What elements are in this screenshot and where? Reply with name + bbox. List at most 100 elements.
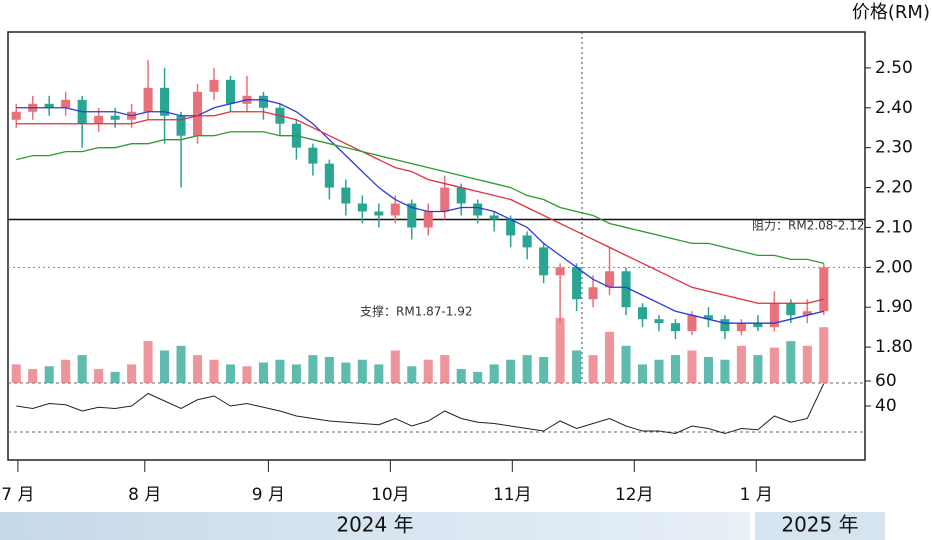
candle-body	[753, 323, 763, 328]
volume-bar	[110, 371, 120, 383]
volume-bar	[324, 356, 334, 383]
candle-body	[605, 271, 615, 288]
candle-body	[357, 203, 367, 212]
volume-bar	[94, 369, 104, 383]
volume-bar	[176, 345, 186, 383]
y-tick-label: 2.10	[875, 217, 913, 237]
candle-body	[44, 103, 54, 108]
volume-bar	[258, 362, 268, 383]
candle-body	[209, 79, 219, 92]
y-tick-label: 2.50	[875, 58, 913, 78]
volume-bar	[670, 355, 681, 383]
volume-bar	[341, 362, 351, 383]
candle-body	[572, 267, 582, 300]
y-tick-label: 2.00	[875, 257, 913, 277]
candle-body	[769, 303, 779, 328]
candle-body	[440, 187, 450, 212]
candle-body	[143, 87, 153, 112]
volume-bar	[160, 350, 170, 383]
volume-bar	[736, 345, 746, 383]
volume-bar	[473, 371, 483, 383]
volume-bar	[275, 359, 285, 383]
candle-body	[324, 163, 334, 188]
candle-body	[341, 187, 351, 204]
candle-body	[160, 87, 170, 116]
x-tick-label: 7 月	[1, 485, 34, 505]
volume-bar	[654, 359, 664, 383]
rsi-tick-label: 40	[875, 396, 897, 416]
volume-bar	[44, 366, 54, 383]
moving-average	[16, 131, 824, 264]
volume-bar	[291, 364, 301, 383]
x-tick-label: 10月	[371, 485, 410, 505]
rsi-line	[16, 383, 825, 435]
volume-bar	[605, 331, 615, 383]
volume-bar	[225, 364, 236, 383]
volume-bar	[61, 359, 71, 383]
volume-bar	[127, 364, 137, 383]
candle-body	[489, 215, 499, 220]
volume-bar	[374, 364, 384, 383]
candle-body	[637, 307, 648, 320]
volume-bar	[357, 359, 367, 383]
candle-body	[522, 235, 532, 248]
candle-body	[258, 95, 268, 108]
year-label: 2024 年	[336, 513, 413, 537]
support-label: 支撑：RM1.87-1.92	[360, 304, 472, 319]
moving-average	[16, 99, 824, 324]
candle-body	[110, 115, 120, 120]
volume-bar	[572, 350, 582, 383]
candle-body	[588, 287, 598, 300]
moving-average	[16, 111, 824, 304]
volume-bar	[423, 359, 433, 383]
volume-bar	[192, 355, 203, 383]
volume-bar	[77, 355, 87, 383]
volume-bar	[621, 345, 631, 383]
candle-body	[192, 91, 203, 136]
candle-body	[225, 79, 236, 104]
year-band	[0, 512, 750, 540]
volume-bar	[242, 366, 252, 383]
x-tick-label: 9 月	[252, 485, 285, 505]
candle-body	[720, 319, 730, 332]
y-tick-label: 2.30	[875, 138, 913, 158]
candle-body	[11, 111, 21, 120]
volume-bar	[539, 356, 549, 383]
volume-bar	[687, 350, 697, 383]
candle-body	[423, 211, 433, 228]
volume-bar	[769, 347, 779, 383]
candle-body	[819, 267, 829, 312]
y-tick-label: 2.40	[875, 98, 913, 118]
plot-frame	[7, 31, 866, 461]
candle-body	[539, 247, 549, 276]
rsi-tick-label: 60	[875, 371, 897, 391]
candle-body	[374, 211, 384, 216]
volume-bar	[753, 355, 763, 383]
volume-bar	[506, 359, 516, 383]
volume-bar	[143, 341, 153, 383]
y-tick-label: 1.80	[875, 337, 913, 357]
volume-bar	[407, 366, 417, 383]
candle-body	[670, 323, 681, 332]
candle-body	[786, 303, 796, 316]
volume-bar	[209, 359, 219, 383]
volume-bar	[555, 317, 565, 383]
volume-bar	[11, 364, 21, 383]
volume-bar	[440, 355, 450, 383]
volume-bar	[637, 364, 648, 383]
volume-bar	[720, 359, 730, 383]
candle-body	[802, 311, 812, 316]
candle-body	[703, 315, 713, 320]
volume-bar	[588, 355, 598, 383]
candle-body	[456, 187, 466, 204]
x-tick-label: 11月	[493, 485, 532, 505]
y-tick-label: 2.20	[875, 178, 913, 198]
volume-bar	[28, 369, 38, 383]
candle-body	[621, 271, 631, 308]
candle-body	[555, 267, 565, 276]
volume-bar	[819, 327, 829, 383]
candle-body	[473, 203, 483, 216]
candle-body	[308, 147, 318, 164]
candle-body	[407, 203, 417, 228]
